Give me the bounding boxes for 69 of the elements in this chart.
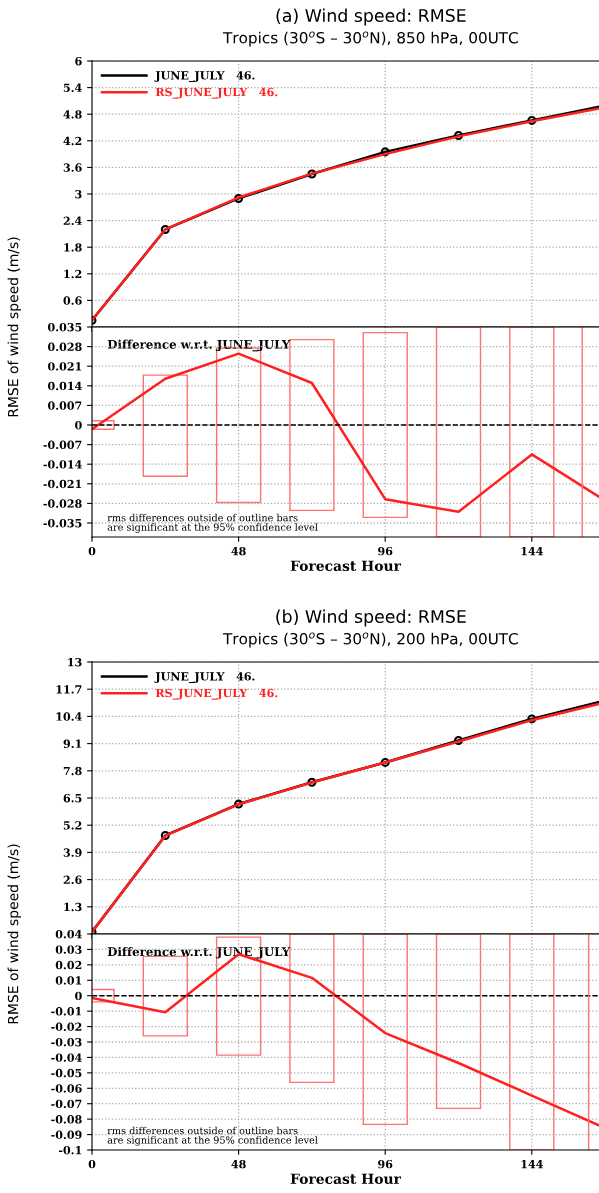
x-axis-title: Forecast Hour — [290, 1173, 402, 1184]
y-tick-label: 0 — [75, 420, 82, 430]
y-tick-label: 9.1 — [63, 739, 82, 748]
x-tick-label: 48 — [231, 1159, 246, 1169]
legend-label: JUNE_JULY 46. — [154, 672, 255, 684]
y-tick-label: 0.04 — [55, 929, 82, 939]
y-tick-label: -0.06 — [51, 1084, 82, 1093]
x-tick-label: 96 — [378, 546, 393, 556]
x-tick-label: 144 — [521, 1159, 543, 1169]
annotation: rms differences outside of outline bars are significant at the 95% confidence level — [107, 1126, 318, 1146]
chart-title: (b) Wind speed: RMSE — [276, 609, 466, 627]
y-tick-label: 5.4 — [63, 83, 82, 92]
y-tick-label: 4.8 — [63, 110, 82, 119]
y-tick-label: 10.4 — [56, 712, 82, 721]
y-tick-label: 2.4 — [63, 216, 82, 225]
y-tick-label: -0.014 — [43, 460, 82, 469]
y-tick-label: 0.035 — [48, 322, 82, 332]
y-tick-label: 0.021 — [48, 362, 82, 371]
y-tick-label: 7.8 — [63, 766, 82, 776]
x-tick-label: 0 — [88, 546, 96, 556]
y-tick-label: 5.2 — [63, 821, 82, 830]
y-tick-label: 4.2 — [63, 136, 82, 146]
y-tick-label: 0 — [75, 991, 82, 1001]
y-tick-label: 3.6 — [63, 163, 82, 172]
y-tick-label: 0.014 — [48, 381, 82, 391]
y-tick-label: -0.04 — [51, 1053, 82, 1062]
y-tick-label: 0.028 — [48, 342, 82, 351]
y-tick-label: -0.03 — [51, 1037, 82, 1047]
y-tick-label: 6 — [75, 56, 82, 66]
y-tick-label: 1.2 — [64, 269, 82, 279]
y-tick-label: 3.9 — [63, 848, 82, 857]
chart-subtitle: Tropics (30$^{o}$S – 30$^{o}$N), 850 hPa, 00UTC — [222, 31, 518, 47]
y-axis-title: RMSE of wind speed (m/s) — [7, 237, 22, 417]
y-tick-label: 0.02 — [55, 960, 82, 970]
y-tick-label: 3 — [75, 189, 82, 199]
y-tick-label: 13 — [68, 657, 82, 667]
annotation: rms differences outside of outline bars are significant at the 95% confidence level — [107, 513, 318, 533]
y-tick-label: -0.08 — [51, 1115, 82, 1124]
x-tick-label: 144 — [521, 546, 543, 556]
y-tick-label: 6.5 — [63, 793, 82, 803]
y-axis-title: RMSE of wind speed (m/s) — [7, 844, 22, 1024]
x-tick-label: 0 — [88, 1159, 96, 1169]
y-tick-label: 0.007 — [48, 401, 82, 410]
x-tick-label: 96 — [378, 1159, 393, 1169]
annotation: Difference w.r.t. JUNE_JULY — [107, 339, 291, 352]
y-tick-label: -0.01 — [51, 1007, 82, 1016]
y-tick-label: -0.07 — [51, 1099, 82, 1109]
y-tick-label: -0.035 — [43, 518, 82, 528]
y-tick-label: 0.6 — [63, 296, 82, 305]
y-tick-label: -0.007 — [43, 440, 82, 449]
y-tick-label: 1.8 — [64, 243, 82, 252]
y-tick-label: 11.7 — [56, 685, 82, 694]
chart-title: (a) Wind speed: RMSE — [276, 8, 466, 26]
y-tick-label: -0.1 — [58, 1145, 82, 1155]
chart-subtitle: Tropics (30$^{o}$S – 30$^{o}$N), 200 hPa, 00UTC — [222, 632, 518, 648]
legend-label: RS_JUNE_JULY 46. — [155, 688, 278, 700]
y-tick-label: 0.01 — [55, 976, 82, 985]
y-tick-label: -0.02 — [51, 1022, 82, 1031]
y-tick-label: 0.03 — [55, 945, 82, 954]
y-tick-label: -0.05 — [51, 1068, 82, 1078]
y-tick-label: -0.028 — [43, 499, 82, 508]
legend-label: RS_JUNE_JULY 46. — [155, 87, 278, 99]
y-tick-label: -0.021 — [43, 479, 82, 489]
x-tick-label: 48 — [231, 546, 246, 556]
y-tick-label: 1.3 — [64, 902, 82, 912]
x-axis-title: Forecast Hour — [290, 560, 402, 571]
y-tick-label: 2.6 — [63, 875, 82, 884]
legend-label: JUNE_JULY 46. — [154, 71, 255, 83]
y-tick-label: -0.09 — [51, 1130, 82, 1139]
